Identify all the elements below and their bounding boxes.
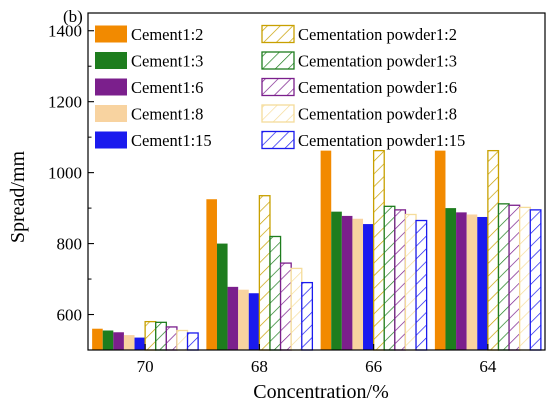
bar-cementation-powder1-6-70 (165, 326, 178, 351)
legend-item: Cementation powder1:3 (261, 51, 457, 71)
bar-cement1-8-70 (123, 335, 135, 350)
bar-cement1-6-70 (113, 332, 124, 350)
legend: Cement1:2 Cement1:3 Cement1:6 Cement1:8 Ceme… (95, 24, 465, 150)
legend-item: Cement1:8 (95, 105, 203, 124)
x-axis-title: Concentration/% (253, 381, 389, 403)
legend-item: Cement1:2 (95, 25, 203, 44)
bar-cementation-powder1-6-68 (279, 262, 292, 351)
legend-label: Cementation powder1:2 (298, 25, 457, 44)
bar-cementation-powder1-2-64 (487, 149, 500, 351)
legend-item: Cementation powder1:6 (261, 77, 457, 97)
legend-label: Cement1:3 (131, 52, 203, 71)
bar-cement1-6-66 (341, 215, 353, 350)
legend-swatch (95, 131, 127, 149)
bar-cement1-2-66 (320, 150, 332, 350)
legend-swatch (261, 77, 295, 97)
y-tick-label: 1000 (48, 164, 82, 183)
bar-cement1-6-68 (227, 286, 239, 350)
x-tick-label: 64 (479, 357, 497, 376)
bar-cement1-15-68 (248, 293, 260, 350)
bar-cement1-8-66 (352, 218, 364, 350)
legend-swatch (261, 24, 295, 44)
legend-item: Cementation powder1:2 (261, 24, 457, 44)
bar-cement1-8-64 (466, 214, 478, 350)
ticks-layer: 600 800 1000 1200 1400 70 68 66 64 (48, 22, 497, 376)
bar-cementation-powder1-2-70 (144, 320, 157, 351)
bar-cement1-3-68 (216, 243, 228, 350)
legend-label: Cement1:15 (131, 131, 212, 150)
y-tick-label: 1400 (48, 22, 82, 41)
y-tick-label: 600 (57, 306, 83, 325)
plot-frame (87, 12, 546, 351)
y-tick-label: 1200 (48, 93, 82, 112)
bar-cement1-15-70 (134, 337, 146, 350)
legend-label: Cementation powder1:6 (298, 78, 457, 97)
bar-cement1-3-66 (331, 211, 342, 350)
bars-layer (92, 149, 542, 351)
y-tick-label: 800 (57, 235, 83, 254)
bar-cement1-15-64 (477, 216, 488, 350)
legend-item: Cement1:15 (95, 131, 212, 150)
legend-swatch (95, 52, 127, 69)
bar-cementation-powder1-15-70 (186, 332, 199, 351)
legend-label: Cement1:6 (131, 78, 203, 97)
bar-cementation-powder1-3-68 (269, 235, 282, 351)
bar-cementation-powder1-8-68 (290, 267, 303, 351)
bar-cementation-powder1-8-70 (176, 329, 189, 351)
x-tick-label: 68 (251, 357, 268, 376)
legend-item: Cement1:6 (95, 78, 203, 97)
legend-label: Cement1:2 (131, 25, 203, 44)
bar-cement1-15-66 (363, 224, 374, 350)
bar-cementation-powder1-6-64 (508, 204, 521, 351)
x-tick-label: 70 (137, 357, 154, 376)
bar-cementation-powder1-3-70 (155, 321, 167, 351)
bar-cement1-2-64 (434, 150, 446, 350)
bar-cementation-powder1-8-66 (404, 213, 417, 351)
bar-cement1-6-64 (456, 212, 467, 350)
legend-label: Cement1:8 (131, 105, 203, 124)
legend-swatch (261, 104, 295, 123)
legend-swatch (261, 130, 295, 150)
bar-cementation-powder1-15-66 (415, 219, 428, 351)
legend-label: Cementation powder1:15 (298, 131, 465, 150)
bar-cementation-powder1-2-68 (258, 195, 271, 351)
bar-cementation-powder1-6-66 (394, 209, 407, 351)
legend-label: Cementation powder1:8 (298, 105, 457, 124)
legend-swatch (261, 51, 295, 70)
legend-item: Cementation powder1:8 (261, 104, 457, 124)
bar-cementation-powder1-3-66 (383, 205, 396, 351)
x-tick-label: 66 (365, 357, 382, 376)
y-axis-title: Spread/mm (7, 150, 29, 243)
legend-swatch (95, 78, 127, 96)
panel-label: (b) (63, 7, 83, 26)
legend-swatch (95, 25, 127, 43)
bar-cementation-powder1-15-68 (301, 281, 314, 351)
bar-cementation-powder1-3-64 (497, 203, 510, 351)
bar-cement1-2-68 (206, 199, 217, 350)
legend-item: Cementation powder1:15 (261, 130, 465, 150)
bar-cement1-3-64 (445, 208, 457, 350)
legend-item: Cement1:3 (95, 52, 203, 71)
bar-cement1-3-70 (102, 330, 114, 350)
bar-cement1-2-70 (92, 328, 103, 350)
bar-cement1-8-68 (238, 289, 249, 350)
bar-cementation-powder1-2-66 (372, 149, 385, 351)
bar-cementation-powder1-15-64 (529, 209, 542, 351)
legend-label: Cementation powder1:3 (298, 52, 457, 71)
legend-swatch (95, 105, 127, 122)
bar-cementation-powder1-8-64 (519, 206, 531, 351)
